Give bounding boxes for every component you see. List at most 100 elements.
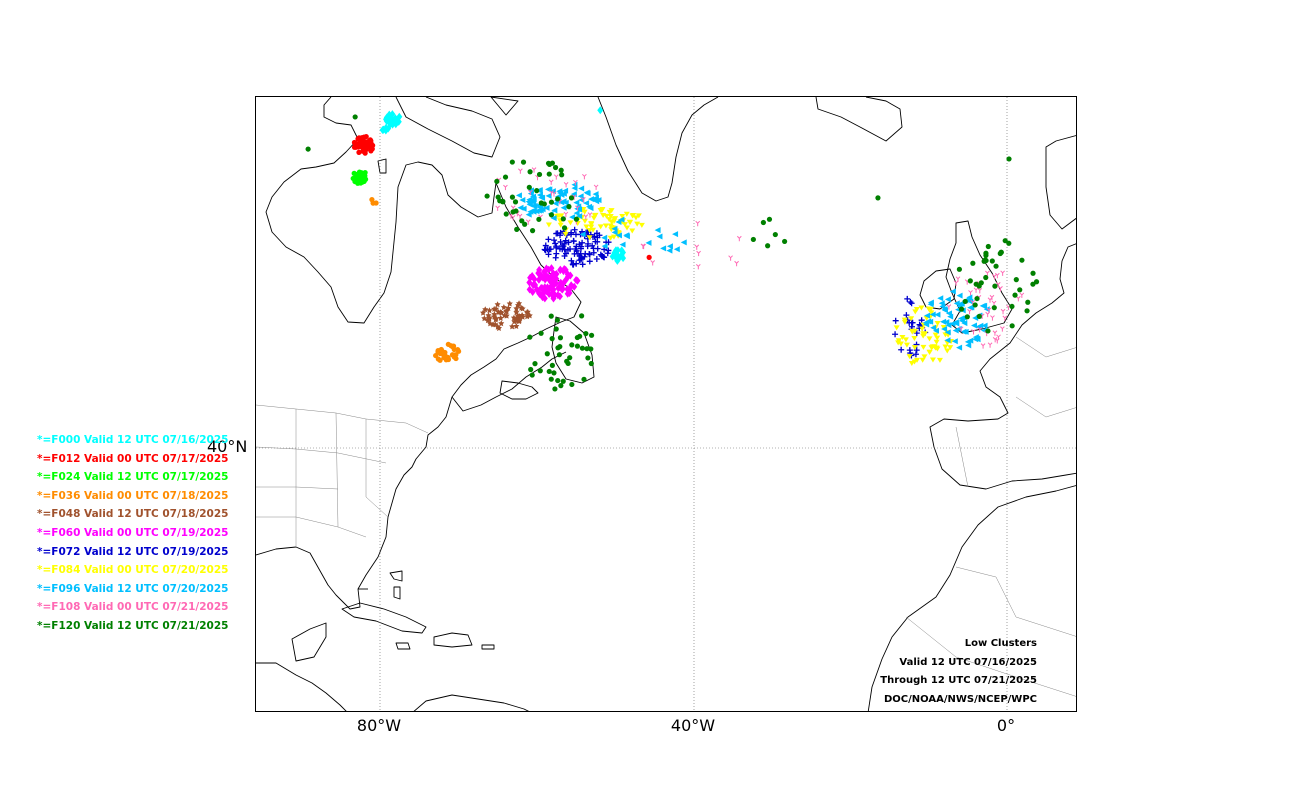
coastline-greenland [597,97,719,202]
coastline-iceland [815,97,903,142]
cluster-marker [587,212,593,218]
cluster-marker [548,199,555,205]
cluster-marker [549,190,554,196]
cluster-marker [373,200,379,206]
longitude-label: 40°W [670,716,716,735]
cluster-marker [582,173,587,180]
cluster-marker [895,338,902,344]
cluster-marker [513,305,520,312]
cluster-marker [541,267,548,276]
cluster-marker [559,285,566,294]
cluster-marker [946,304,952,310]
cluster-marker [914,357,921,363]
cluster-marker [601,254,608,261]
cluster-marker [536,192,543,199]
forecast-legend: *=F000 Valid 12 UTC 07/16/2025 *=F012 Va… [37,433,228,638]
cluster-marker [875,195,881,201]
cluster-marker [545,222,552,228]
cluster-marker [953,280,959,286]
cluster-marker [606,209,613,215]
cluster-marker [445,356,452,363]
cluster-marker [941,325,948,332]
cluster-marker [367,137,373,143]
cluster-marker [352,114,358,120]
cluster-marker [627,219,634,225]
cluster-marker [898,346,905,353]
cluster-marker [574,276,581,285]
cluster-marker [940,318,947,325]
cluster-marker [513,309,520,316]
cluster-marker [614,256,621,265]
cluster-marker [396,112,403,121]
longitude-label: 0° [996,716,1016,735]
cluster-marker [660,245,667,252]
cluster-marker [606,217,613,223]
cluster-marker [970,260,976,266]
cluster-marker [632,215,639,221]
cluster-marker [1030,270,1036,276]
cluster-marker [516,317,523,324]
cluster-marker [611,225,618,232]
cluster-marker [1000,308,1006,315]
cluster-marker [924,312,931,319]
cluster-marker [361,134,367,140]
cluster-marker [615,232,622,239]
cluster-marker [562,231,569,237]
cluster-marker [926,349,933,355]
cluster-marker [520,159,527,165]
cluster-marker [672,231,679,238]
cluster-marker [902,337,909,343]
cluster-marker [568,195,575,201]
cluster-marker [921,354,928,360]
map-canvas [256,97,1076,711]
cluster-marker [539,194,546,201]
cluster-marker [352,178,358,185]
cluster-marker [453,352,459,358]
coastline-cuba [341,602,427,634]
cluster-marker [973,281,979,287]
cluster-marker [908,319,915,326]
cluster-marker [528,366,534,373]
cluster-marker [584,346,590,352]
cluster-marker [531,167,537,173]
cluster-marker [909,329,916,335]
cluster-marker [554,317,560,323]
cluster-marker [558,199,565,206]
cluster-marker [579,231,586,238]
cluster-marker [932,327,939,334]
cluster-marker [987,297,993,303]
legend-item-f012: *=F012 Valid 00 UTC 07/17/2025 [37,452,229,465]
cluster-marker [537,207,544,214]
cluster-marker [650,260,656,266]
cluster-marker [934,320,941,326]
cluster-marker [542,274,549,283]
cluster-marker [529,372,535,378]
cluster-marker [634,221,641,227]
cluster-marker [509,194,516,200]
cluster-marker [523,309,530,316]
cluster-marker [585,240,592,247]
cluster-marker [926,336,933,342]
cluster-marker [553,174,559,180]
cluster-marker [993,263,999,269]
cluster-marker [525,219,531,225]
cluster-marker [903,342,910,348]
cluster-marker [546,368,552,375]
cluster-marker [510,314,517,321]
cluster-marker [666,243,673,250]
cluster-marker [971,322,978,329]
cluster-marker [989,258,995,264]
cluster-marker [611,248,618,257]
cluster-marker [497,314,504,321]
cluster-marker [568,257,575,264]
cluster-marker [1024,308,1030,314]
cluster-marker [929,311,936,318]
border-africa-1 [905,566,1076,697]
cluster-marker [680,239,687,246]
cluster-marker [552,164,559,171]
cluster-marker [635,213,642,219]
cluster-marker [581,253,588,260]
cluster-marker [509,323,516,330]
cluster-marker [573,210,580,217]
cluster-marker [577,256,584,263]
